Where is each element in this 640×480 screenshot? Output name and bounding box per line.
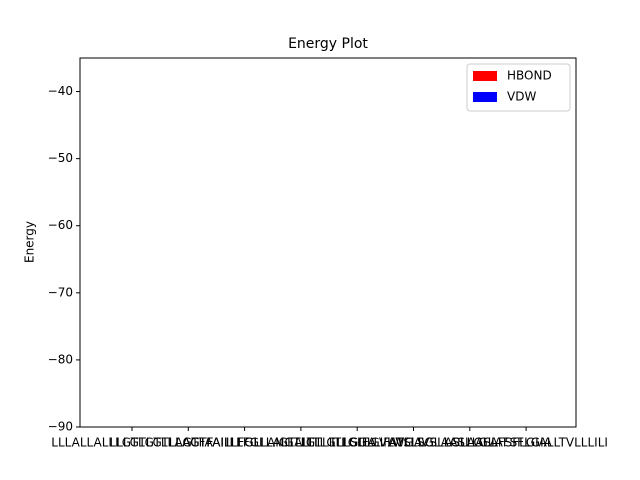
- x-tick-label: LLAIGTLLTLGLLGIFATLLSG: [280, 436, 434, 450]
- chart-title: Energy Plot: [288, 36, 368, 52]
- legend-swatch: [473, 92, 497, 102]
- y-tick-label: −40: [48, 84, 73, 98]
- legend-label: VDW: [507, 90, 536, 104]
- legend-swatch: [473, 71, 497, 81]
- x-tick-label: ASLLGLAFSFLGIALLTVLLLILI: [444, 436, 608, 450]
- x-tick-label: ILLFGLLAIGTLLTLGLLGIFA: [226, 436, 377, 450]
- x-tick-label: AVSLLGLAASLLGLAFSFLGIA: [388, 436, 553, 450]
- x-tick-label: LLLALLALLLGTLGTLLAGTFA: [51, 436, 213, 450]
- y-tick-label: −70: [48, 285, 73, 299]
- x-tick-label: LLAGTFAILLFGLLAIGTLLTL: [168, 436, 321, 450]
- y-tick-label: −50: [48, 151, 73, 165]
- x-tick-label: LLLGTLGTLLAGTFAILLFGLL: [110, 436, 268, 450]
- y-tick-label: −90: [48, 420, 73, 434]
- legend-label: HBOND: [507, 69, 552, 83]
- y-axis-label: Energy: [23, 221, 37, 263]
- plot-frame: [79, 57, 577, 428]
- y-tick-label: −60: [48, 218, 73, 232]
- x-tick-label: TLLSGLLVLWGAVSLLGLAASL: [328, 436, 498, 450]
- y-tick-label: −80: [48, 352, 73, 366]
